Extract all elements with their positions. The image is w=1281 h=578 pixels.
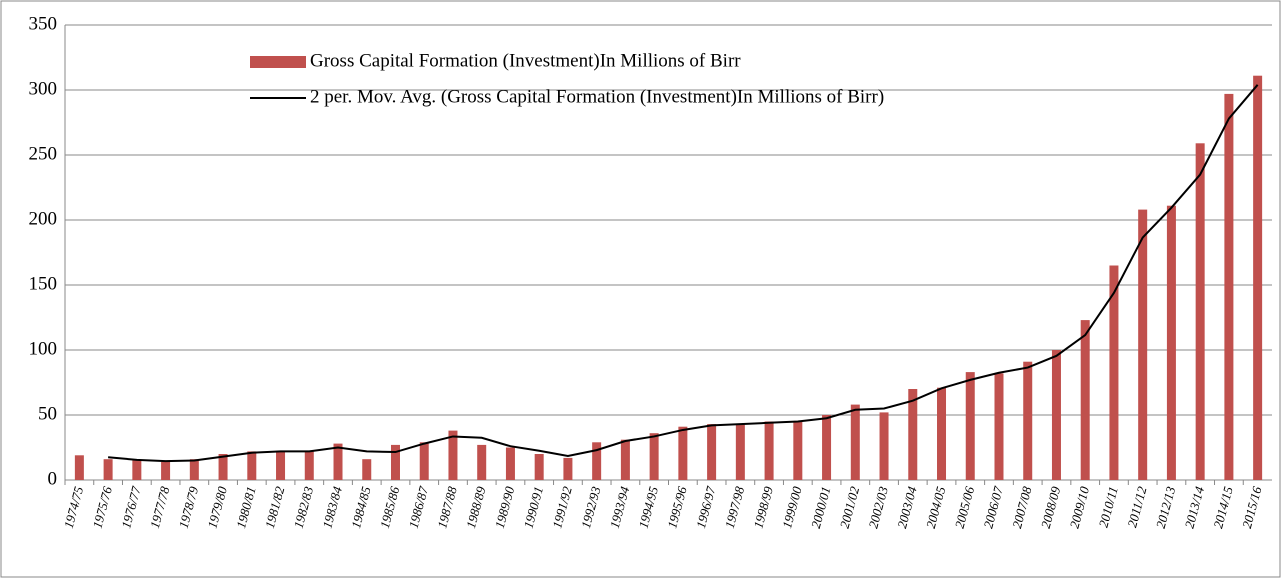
bar [333, 443, 343, 480]
y-tick-label: 100 [29, 338, 58, 359]
bar [850, 404, 860, 480]
bar [879, 412, 889, 480]
y-tick-label: 50 [38, 403, 57, 424]
bar [103, 459, 113, 480]
bar [649, 433, 659, 480]
bar [477, 444, 487, 480]
bar [534, 454, 544, 480]
bar [1109, 265, 1119, 480]
bar [793, 421, 803, 480]
bar [448, 430, 458, 480]
bar [937, 387, 947, 480]
bar [592, 442, 602, 480]
legend-label: 2 per. Mov. Avg. (Gross Capital Formatio… [310, 86, 884, 107]
bar [1051, 350, 1061, 480]
bar [304, 451, 314, 480]
bar [994, 373, 1004, 480]
bar [764, 421, 774, 480]
bar [247, 451, 257, 480]
bar [132, 460, 142, 480]
bar [822, 415, 832, 480]
bar [218, 454, 228, 480]
bar [1253, 75, 1263, 480]
bar [1138, 209, 1148, 480]
y-tick-label: 200 [29, 208, 58, 229]
bar [1224, 93, 1234, 481]
legend-label: Gross Capital Formation (Investment)In M… [310, 50, 741, 71]
bar [390, 444, 400, 480]
bar [161, 461, 171, 480]
bar [362, 459, 372, 480]
bar [965, 372, 975, 480]
bar [563, 457, 573, 480]
bar [908, 389, 918, 480]
bar [276, 451, 286, 480]
bar [419, 442, 429, 480]
bar [620, 439, 630, 480]
y-tick-label: 0 [48, 468, 58, 489]
bar [74, 455, 84, 480]
y-tick-label: 350 [29, 13, 58, 34]
bar [678, 426, 688, 480]
moving-average-line [108, 84, 1259, 463]
y-tick-label: 250 [29, 143, 58, 164]
bar [707, 424, 717, 480]
y-tick-label: 150 [29, 273, 58, 294]
y-tick-label: 300 [29, 78, 58, 99]
bar [735, 424, 745, 480]
bar [1166, 205, 1176, 480]
bar [1080, 320, 1090, 480]
legend-swatch [250, 56, 306, 68]
bar [189, 459, 199, 480]
bar [1195, 143, 1205, 481]
bar [1023, 361, 1033, 480]
bar [505, 447, 515, 480]
